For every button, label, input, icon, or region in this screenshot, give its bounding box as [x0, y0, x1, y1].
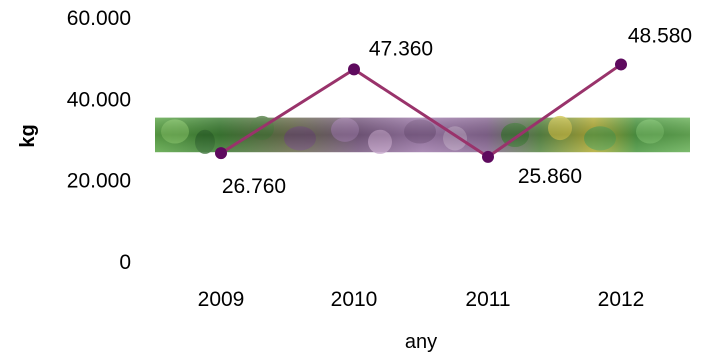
band-shading: [155, 117, 690, 153]
data-point: [215, 147, 227, 160]
data-label: 47.360: [369, 37, 433, 60]
background-image-band: [155, 115, 690, 154]
data-points: [215, 58, 627, 163]
x-tick-label: 2009: [198, 288, 245, 311]
data-label: 48.580: [628, 24, 692, 47]
y-axis-tick-labels: 0 20.000 40.000 60.000: [67, 7, 131, 274]
data-label: 26.760: [222, 175, 286, 198]
y-tick-label: 0: [119, 251, 131, 274]
x-tick-label: 2010: [331, 288, 378, 311]
y-axis-title: kg: [17, 124, 39, 147]
x-axis-tick-labels: 2009 2010 2011 2012: [198, 288, 645, 311]
x-tick-label: 2011: [465, 288, 510, 311]
y-tick-label: 40.000: [67, 88, 131, 111]
y-tick-label: 60.000: [67, 7, 131, 30]
x-tick-label: 2012: [598, 288, 645, 311]
data-labels: 26.760 47.360 25.860 48.580: [222, 24, 692, 198]
data-point: [482, 150, 494, 163]
series-line: [220, 63, 622, 159]
data-point: [348, 63, 360, 76]
data-label: 25.860: [518, 165, 582, 188]
series-line-path: [220, 63, 622, 159]
x-axis-title: any: [405, 331, 437, 353]
y-tick-label: 20.000: [67, 170, 131, 193]
data-point: [615, 58, 627, 71]
